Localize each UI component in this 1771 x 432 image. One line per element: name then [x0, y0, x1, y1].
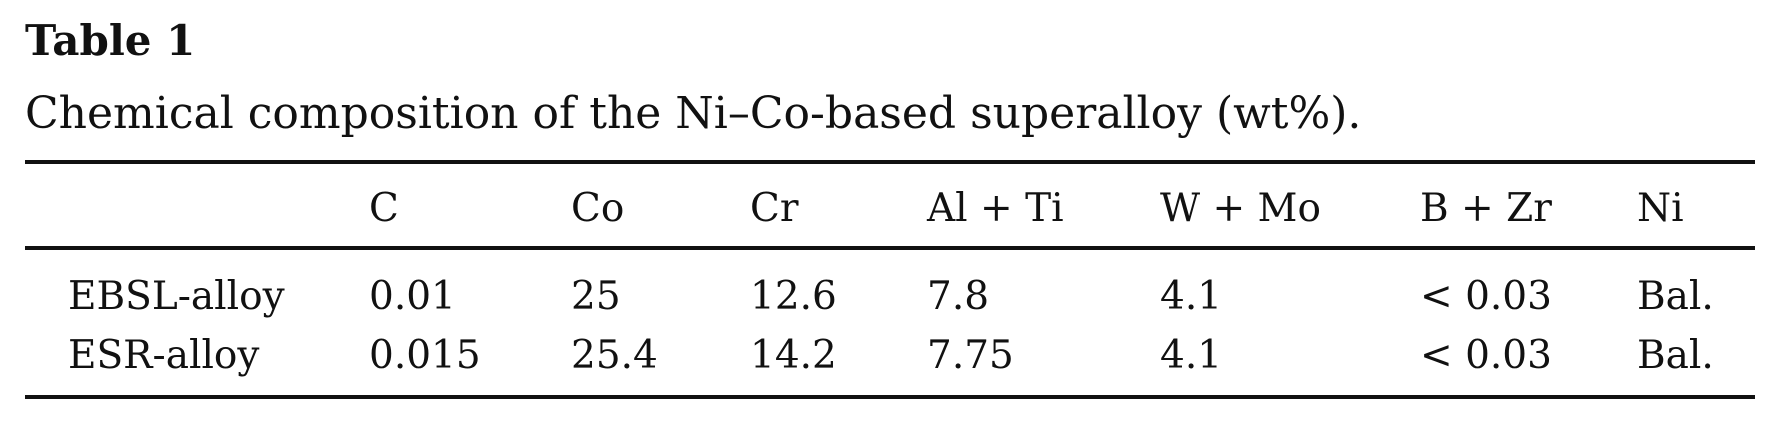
table-top-rule: [25, 160, 1755, 164]
table-cell: < 0.03: [1420, 274, 1552, 319]
table-cell: < 0.03: [1420, 333, 1552, 378]
column-header-ni: Ni: [1637, 186, 1684, 231]
row-label: ESR-alloy: [68, 333, 260, 378]
column-header-c: C: [369, 186, 399, 231]
table-cell: 7.8: [927, 274, 990, 319]
table-cell: 25.4: [571, 333, 658, 378]
column-header-cr: Cr: [750, 186, 799, 231]
table-title: Table 1: [25, 16, 196, 65]
row-label: EBSL-alloy: [68, 274, 285, 319]
table-cell: 14.2: [750, 333, 837, 378]
table-cell: 4.1: [1160, 274, 1223, 319]
table-cell: 4.1: [1160, 333, 1223, 378]
column-header-b-zr: B + Zr: [1420, 186, 1552, 231]
table-header-rule: [25, 246, 1755, 250]
table-cell: 0.01: [369, 274, 456, 319]
table-cell: Bal.: [1637, 333, 1714, 378]
table-caption: Chemical composition of the Ni–Co-based …: [25, 88, 1362, 139]
table-cell: Bal.: [1637, 274, 1714, 319]
column-header-w-mo: W + Mo: [1160, 186, 1321, 231]
table-cell: 0.015: [369, 333, 481, 378]
table-cell: 7.75: [927, 333, 1014, 378]
column-header-co: Co: [571, 186, 625, 231]
table-cell: 25: [571, 274, 621, 319]
table-cell: 12.6: [750, 274, 837, 319]
column-header-al-ti: Al + Ti: [927, 186, 1064, 231]
table-bottom-rule: [25, 395, 1755, 399]
